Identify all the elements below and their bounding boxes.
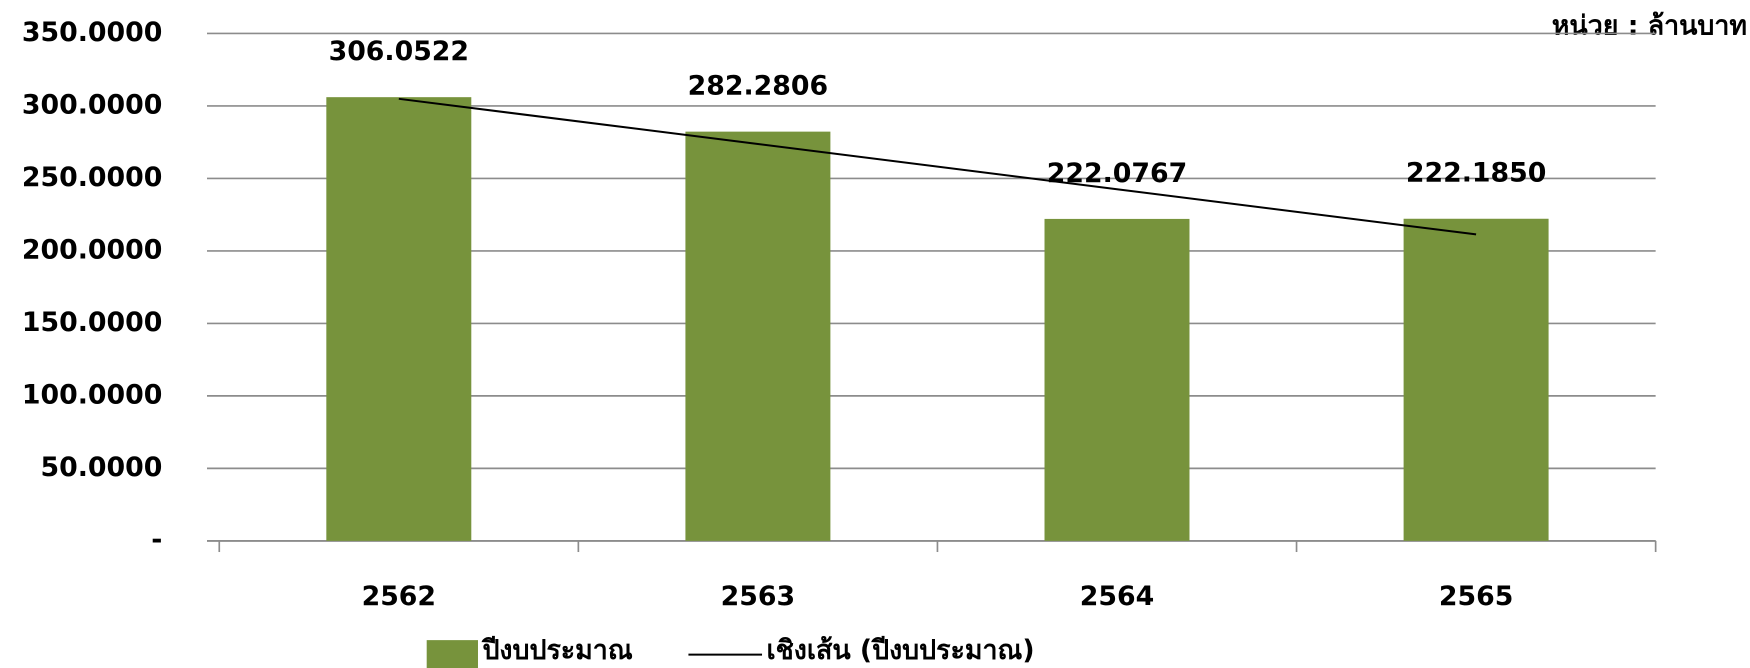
trend-line (398, 97, 1477, 236)
x-tick-label: 2563 (721, 581, 795, 612)
data-label: 306.0522 (329, 36, 469, 67)
data-label: 282.2806 (688, 71, 828, 102)
bar (1044, 218, 1190, 541)
legend-label: ปีงบประมาณ (481, 635, 633, 666)
x-tick-label: 2562 (362, 581, 436, 612)
x-tick-label: 2565 (1439, 581, 1513, 612)
y-tick-label: 50.0000 (41, 452, 163, 483)
bar (326, 97, 472, 541)
legend-swatch (426, 640, 478, 668)
y-tick-label: 100.0000 (22, 379, 162, 410)
bar (1403, 218, 1549, 541)
data-label: 222.0767 (1047, 158, 1187, 189)
unit-label: หน่วย : ล้านบาท (1552, 10, 1747, 41)
legend-label: เชิงเส้น (ปีงบประมาณ) (766, 635, 1034, 666)
y-tick-label: 200.0000 (22, 234, 162, 265)
data-label: 222.1850 (1406, 158, 1546, 189)
bar (685, 131, 831, 541)
y-tick-label: 350.0000 (22, 17, 162, 48)
x-tick-label: 2564 (1080, 581, 1154, 612)
y-tick-label: 300.0000 (22, 89, 162, 120)
y-tick-label: 150.0000 (22, 307, 162, 338)
y-tick-label: 250.0000 (22, 162, 162, 193)
y-tick-label: - (151, 524, 162, 555)
